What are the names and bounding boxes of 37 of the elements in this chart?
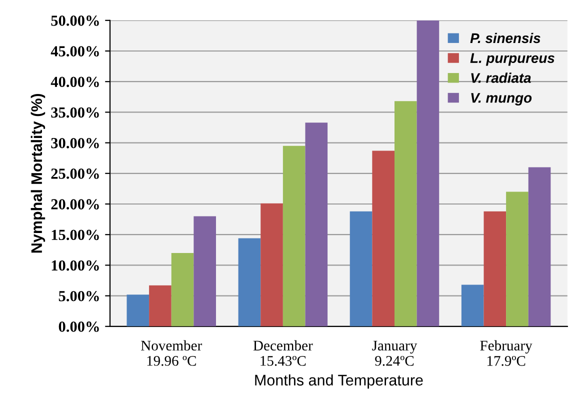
bar <box>149 285 172 326</box>
bar <box>506 192 528 326</box>
y-tick-label: 0.00% <box>58 322 99 332</box>
legend-label: V. radiata <box>471 72 531 83</box>
legend-label: P. sinensis <box>470 32 540 44</box>
y-tick-label: 5.00% <box>58 290 99 302</box>
legend-label: L. purpureus <box>470 53 554 66</box>
x-tick-label: January 9.24ºC <box>372 340 418 366</box>
bar <box>194 216 216 326</box>
x-axis-title: Months and Temperature <box>255 374 423 389</box>
y-tick-label: 25.00% <box>51 168 99 179</box>
y-tick-label: 40.00% <box>50 76 99 88</box>
x-tick-label: November 19.96 ºC <box>141 340 202 366</box>
bar <box>461 284 484 326</box>
y-axis-title: Nymphal Mortality (%) <box>30 94 46 253</box>
bar <box>416 20 440 326</box>
bar <box>126 294 150 326</box>
bar <box>282 146 306 326</box>
bar <box>260 203 283 326</box>
y-tick-label: 15.00% <box>52 230 99 240</box>
bar <box>171 252 194 326</box>
bar <box>238 238 261 326</box>
y-tick-label: 35.00% <box>51 107 99 118</box>
y-tick-label: 10.00% <box>52 260 99 271</box>
x-tick-label: December 15.43ºC <box>253 340 313 366</box>
bar <box>484 211 506 326</box>
y-tick-label: 50.00% <box>51 16 99 26</box>
y-tick-label: 45.00% <box>50 46 99 57</box>
bar <box>394 101 417 326</box>
bar <box>528 167 551 326</box>
bar <box>305 122 328 326</box>
bar <box>372 150 394 326</box>
legend-label: V. mungo <box>471 93 532 106</box>
x-tick-label: February 17.9ºC <box>480 340 532 366</box>
y-tick-label: 20.00% <box>51 199 99 210</box>
bar <box>350 211 372 326</box>
y-tick-label: 30.00% <box>51 138 99 148</box>
